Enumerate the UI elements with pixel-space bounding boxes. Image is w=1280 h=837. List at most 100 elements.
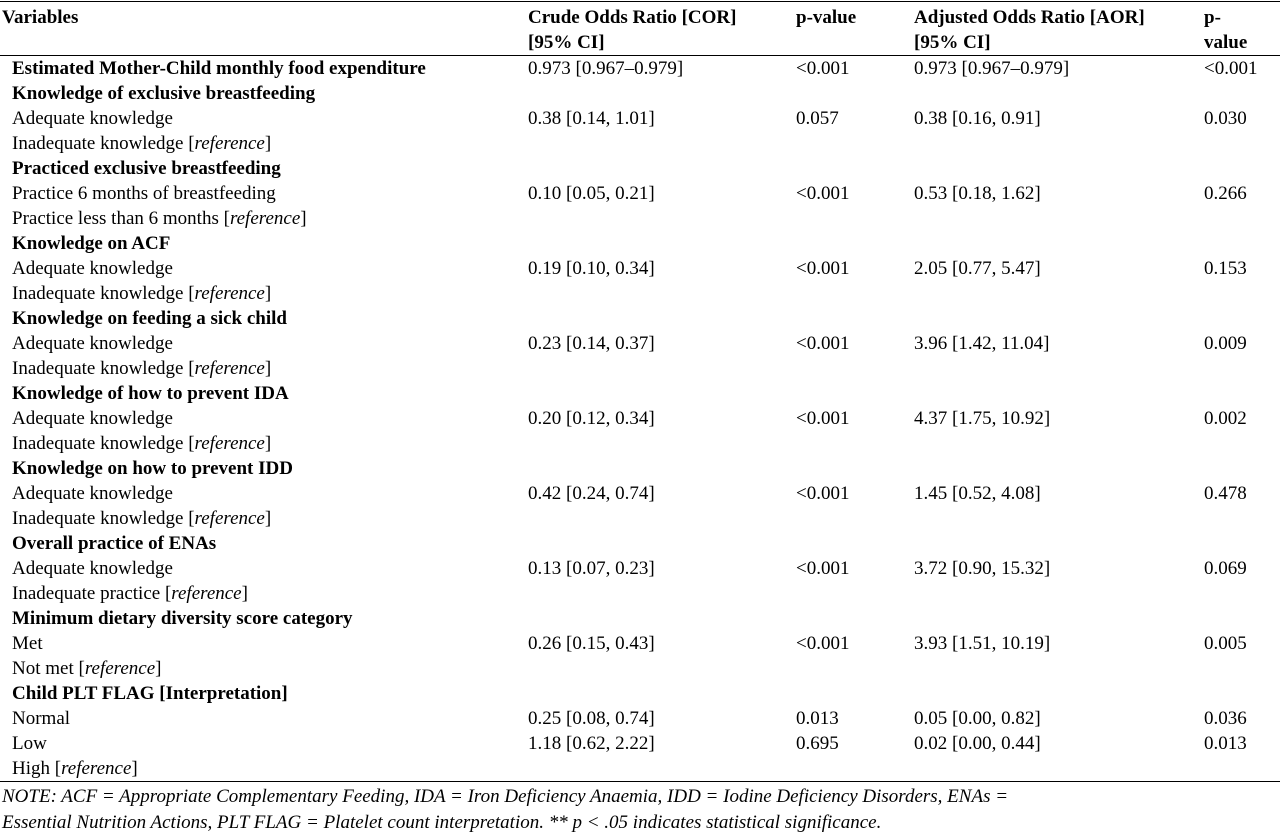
variable-cell: Knowledge on feeding a sick child (0, 306, 518, 331)
adjusted-p-value-cell (1194, 356, 1280, 381)
aor-cell: 4.37 [1.75, 10.92] (914, 408, 1051, 429)
aor-cell: 2.05 [0.77, 5.47] (914, 258, 1041, 279)
header-aor-line2: [95% CI] (914, 32, 991, 53)
p-value-cell (786, 581, 904, 606)
p-value-cell: 0.057 (796, 108, 839, 129)
reference-marker: reference (194, 433, 265, 454)
aor-cell (904, 231, 1194, 256)
p-value-cell (786, 381, 904, 406)
table-row: Not met [reference] (0, 656, 1280, 681)
table-row: Low 1.18 [0.62, 2.22] 0.695 0.02 [0.00, 0.4… (0, 731, 1280, 756)
cor-cell (518, 281, 786, 306)
adjusted-p-value-cell (1194, 506, 1280, 531)
cor-cell (518, 206, 786, 231)
p-value-cell: <0.001 (796, 333, 850, 354)
table-row: Normal 0.25 [0.08, 0.74] 0.013 0.05 [0.00, … (0, 706, 1280, 731)
p-value-cell (786, 81, 904, 106)
variable-cell: Adequate knowledge (0, 481, 518, 506)
variable-cell: Knowledge on ACF (0, 231, 518, 256)
header-cor-line2: [95% CI] (528, 32, 605, 53)
variable-label: Inadequate knowledge (12, 508, 184, 529)
aor-cell (904, 281, 1194, 306)
p-value-cell: <0.001 (796, 258, 850, 279)
cor-cell: 1.18 [0.62, 2.22] (528, 733, 655, 754)
variable-cell: Inadequate practice [reference] (12, 583, 248, 604)
aor-cell (904, 356, 1194, 381)
p-value-cell (786, 606, 904, 631)
table-header: Variables Crude Odds Ratio [COR] [95% CI]… (0, 1, 1280, 56)
variable-label: Inadequate knowledge (12, 283, 184, 304)
variable-label: Low (12, 733, 47, 754)
variable-cell: Practice 6 months of breastfeeding (0, 181, 518, 206)
variable-cell: Inadequate knowledge [reference] (12, 433, 272, 454)
variable-cell: Practiced exclusive breastfeeding (0, 156, 518, 181)
p-value-cell (786, 531, 904, 556)
p-value-cell: 0.013 (796, 708, 839, 729)
variable-cell: Knowledge of how to prevent IDA (0, 381, 518, 406)
aor-cell: 3.72 [0.90, 15.32] (914, 558, 1051, 579)
variable-label: Met (12, 633, 43, 654)
cor-cell (518, 606, 786, 631)
adjusted-p-value-cell: 0.478 (1204, 483, 1247, 504)
aor-cell (904, 156, 1194, 181)
adjusted-p-value-cell (1194, 306, 1280, 331)
header-cor-line1: Crude Odds Ratio [COR] (528, 7, 737, 28)
variable-cell: Inadequate knowledge [reference] (12, 283, 272, 304)
variable-label: Adequate knowledge (12, 258, 173, 279)
variable-cell: Practice less than 6 months [reference] (12, 208, 307, 229)
adjusted-p-value-cell (1194, 681, 1280, 706)
variable-cell: Estimated Mother-Child monthly food expe… (0, 56, 518, 82)
table-row: Adequate knowledge 0.19 [0.10, 0.34] <0.00… (0, 256, 1280, 281)
variable-label: Practice less than 6 months (12, 208, 219, 229)
cor-cell (518, 756, 786, 782)
aor-cell (904, 531, 1194, 556)
aor-cell (904, 431, 1194, 456)
adjusted-p-value-cell (1194, 81, 1280, 106)
header-aor-line1: Adjusted Odds Ratio [AOR] (914, 7, 1145, 28)
variable-cell: Normal (0, 706, 518, 731)
variable-label: Knowledge on how to prevent IDD (12, 458, 293, 479)
aor-cell: 1.45 [0.52, 4.08] (914, 483, 1041, 504)
header-row: Variables Crude Odds Ratio [COR] [95% CI]… (0, 1, 1280, 56)
p-value-cell (786, 756, 904, 782)
header-p1-text: p-value (796, 7, 857, 28)
adjusted-p-value-cell: 0.036 (1204, 708, 1247, 729)
cor-cell: 0.23 [0.14, 0.37] (528, 333, 655, 354)
variable-label: Adequate knowledge (12, 408, 173, 429)
table-body: Estimated Mother-Child monthly food expe… (0, 56, 1280, 782)
variable-label: Inadequate practice (12, 583, 161, 604)
table-group-row: Knowledge on feeding a sick child (0, 306, 1280, 331)
adjusted-p-value-cell: 0.013 (1204, 733, 1247, 754)
cor-cell (518, 156, 786, 181)
p-value-cell: <0.001 (796, 183, 850, 204)
p-value-cell (786, 156, 904, 181)
table-row: Inadequate knowledge [reference] (0, 281, 1280, 306)
table-row: Inadequate knowledge [reference] (0, 356, 1280, 381)
table-note: NOTE: ACF = Appropriate Complementary Fe… (2, 784, 1272, 836)
variable-label: Practice 6 months of breastfeeding (12, 183, 276, 204)
adjusted-p-value-cell (1194, 431, 1280, 456)
variable-cell: Adequate knowledge (0, 256, 518, 281)
variable-cell: Inadequate knowledge [reference] (12, 133, 272, 154)
cor-cell: 0.26 [0.15, 0.43] (528, 633, 655, 654)
variable-label: Inadequate knowledge (12, 133, 184, 154)
table-group-row: Knowledge on how to prevent IDD (0, 456, 1280, 481)
adjusted-p-value-cell: 0.153 (1204, 258, 1247, 279)
table-row: Practice less than 6 months [reference] (0, 206, 1280, 231)
odds-ratio-table: Variables Crude Odds Ratio [COR] [95% CI]… (0, 1, 1280, 782)
p-value-cell (786, 356, 904, 381)
aor-cell: 0.53 [0.18, 1.62] (914, 183, 1041, 204)
cor-cell (518, 656, 786, 681)
variable-cell: Adequate knowledge (0, 331, 518, 356)
reference-marker: reference (194, 358, 265, 379)
cor-cell (518, 81, 786, 106)
table-group-row: Knowledge of exclusive breastfeeding (0, 81, 1280, 106)
table-row: Adequate knowledge 0.13 [0.07, 0.23] <0.00… (0, 556, 1280, 581)
p-value-cell: <0.001 (796, 408, 850, 429)
table-row: Inadequate practice [reference] (0, 581, 1280, 606)
variable-label: Adequate knowledge (12, 108, 173, 129)
cor-cell (518, 581, 786, 606)
aor-cell (904, 456, 1194, 481)
cor-cell: 0.973 [0.967–0.979] (528, 58, 684, 79)
header-p2-line2: value (1204, 32, 1248, 53)
